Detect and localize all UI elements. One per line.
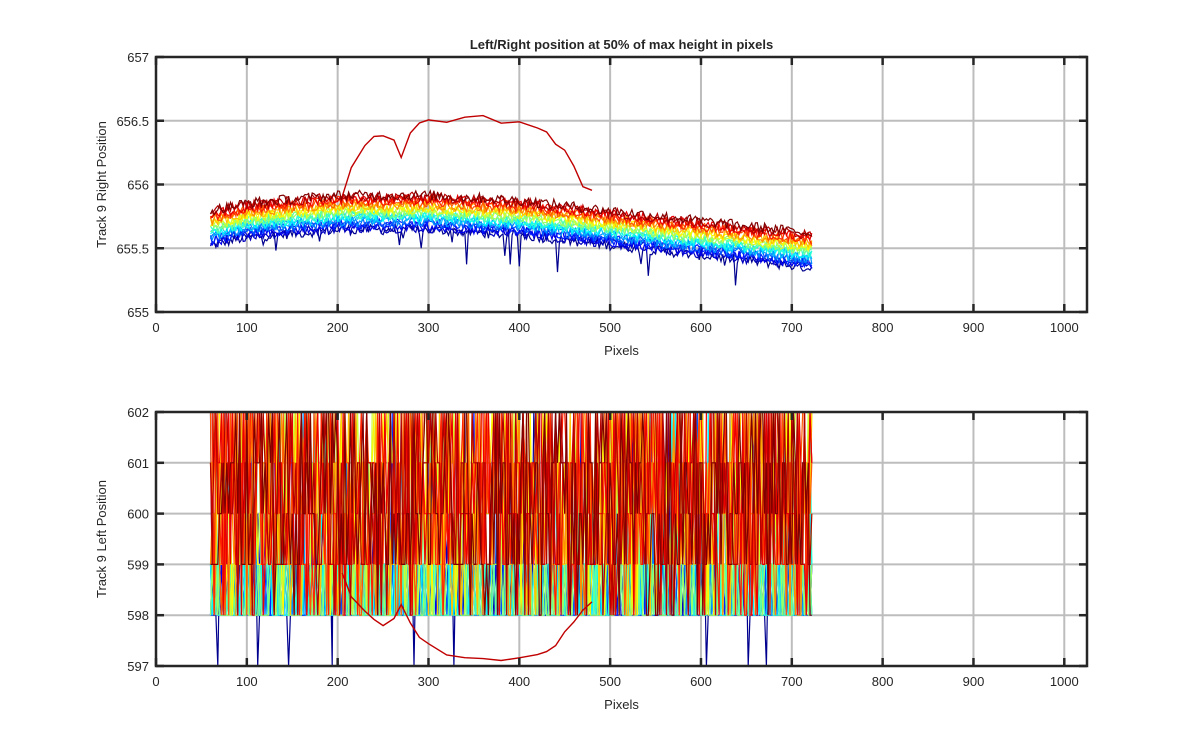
x-tick-label: 900 (963, 674, 985, 689)
y-tick-label: 601 (127, 456, 149, 471)
x-tick-label: 0 (152, 674, 159, 689)
chart-left-position: 0 100 200 300 400 500 600 700 800 900 1000 597 598 59… (94, 405, 1089, 712)
x-tick-label: 900 (963, 320, 985, 335)
x-tick-label: 400 (508, 674, 530, 689)
y-axis-label: Track 9 Left Position (94, 480, 109, 598)
x-tick-label: 500 (599, 674, 621, 689)
x-tick-label: 600 (690, 320, 712, 335)
y-tick-label: 657 (127, 50, 149, 65)
series-line (209, 412, 813, 616)
y-tick-label: 600 (127, 507, 149, 522)
y-tick-label: 655 (127, 305, 149, 320)
series-line (210, 208, 813, 258)
x-tick-label: 700 (781, 674, 803, 689)
x-tick-label: 800 (872, 674, 894, 689)
x-tick-label: 1000 (1050, 674, 1079, 689)
series-line (210, 223, 813, 286)
chart-right-position: 0 100 200 300 400 500 600 700 800 900 1000 655 655.5… (94, 37, 1089, 358)
outlier-series-line (341, 114, 593, 197)
x-tick-label: 500 (599, 320, 621, 335)
x-tick-label: 1000 (1050, 320, 1079, 335)
series-line (210, 192, 813, 241)
y-tick-label: 599 (127, 557, 149, 572)
data-series (209, 412, 813, 666)
series-line (210, 412, 812, 616)
x-tick-label: 400 (508, 320, 530, 335)
ticks: 0 100 200 300 400 500 600 700 800 900 1000 655 655.5… (116, 50, 1087, 335)
chart-title: Left/Right position at 50% of max height… (470, 37, 773, 52)
outlier-series-line (341, 572, 593, 662)
x-tick-label: 200 (327, 674, 349, 689)
x-tick-label: 700 (781, 320, 803, 335)
x-axis-label: Pixels (604, 343, 639, 358)
y-tick-label: 656.5 (116, 114, 149, 129)
y-tick-label: 655.5 (116, 241, 149, 256)
y-tick-label: 597 (127, 659, 149, 674)
series-line (210, 201, 813, 253)
series-line (209, 205, 813, 254)
axes-box (154, 410, 1089, 668)
x-tick-label: 0 (152, 320, 159, 335)
y-axis-label: Track 9 Right Position (94, 121, 109, 248)
y-tick-label: 602 (127, 405, 149, 420)
x-tick-label: 300 (418, 674, 440, 689)
x-tick-label: 200 (327, 320, 349, 335)
grid-lines (155, 56, 1087, 313)
series-line (209, 188, 812, 237)
y-tick-label: 598 (127, 608, 149, 623)
x-axis-label: Pixels (604, 697, 639, 712)
ticks: 0 100 200 300 400 500 600 700 800 900 1000 597 598 59… (127, 405, 1087, 689)
data-series (209, 114, 813, 286)
x-tick-label: 600 (690, 674, 712, 689)
x-tick-label: 100 (236, 320, 258, 335)
x-tick-label: 800 (872, 320, 894, 335)
x-tick-label: 300 (418, 320, 440, 335)
y-tick-label: 656 (127, 178, 149, 193)
x-tick-label: 100 (236, 674, 258, 689)
